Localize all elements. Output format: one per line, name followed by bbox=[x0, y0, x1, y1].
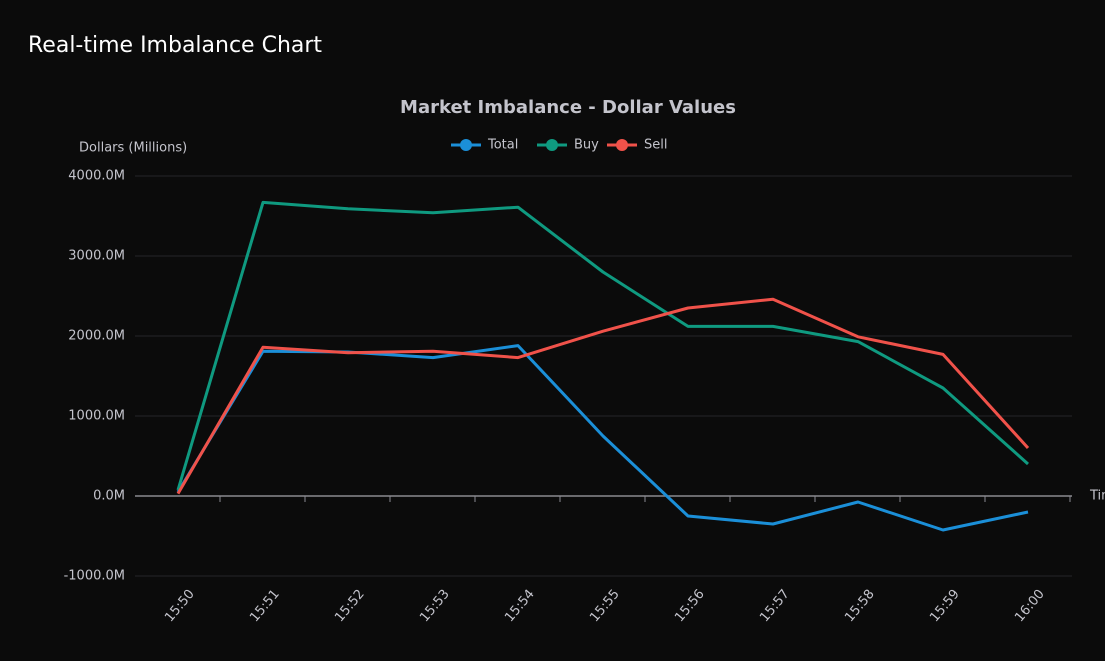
y-tick-label: 3000.0M bbox=[68, 249, 125, 264]
y-tick-label: 0.0M bbox=[93, 489, 125, 504]
y-tick-label: 4000.0M bbox=[68, 169, 125, 184]
line-series bbox=[176, 200, 1029, 491]
y-tick-label: 2000.0M bbox=[68, 329, 125, 344]
legend-marker bbox=[460, 139, 472, 151]
chart-title: Market Imbalance - Dollar Values bbox=[400, 97, 736, 118]
y-axis-title: Dollars (Millions) bbox=[79, 141, 187, 156]
page-title: Real-time Imbalance Chart bbox=[28, 33, 322, 58]
legend-marker bbox=[616, 139, 628, 151]
line-series bbox=[176, 297, 1030, 495]
y-tick-label: 1000.0M bbox=[68, 409, 125, 424]
legend-label: Total bbox=[487, 138, 518, 153]
legend-marker bbox=[546, 139, 558, 151]
y-tick-label: -1000.0M bbox=[64, 569, 125, 584]
x-axis-title: Time bbox=[1089, 489, 1105, 504]
legend-label: Sell bbox=[644, 138, 667, 153]
legend-label: Buy bbox=[574, 138, 599, 153]
